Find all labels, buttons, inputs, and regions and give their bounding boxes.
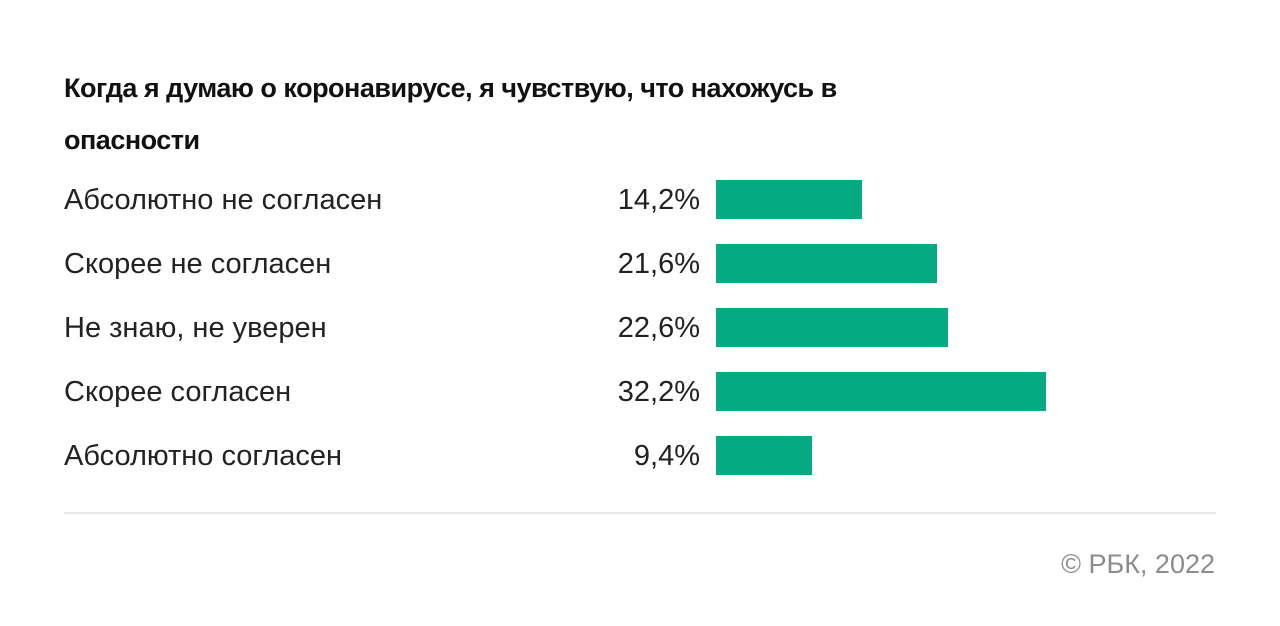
bar (716, 308, 948, 347)
bar-row: Не знаю, не уверен 22,6% (0, 308, 1280, 348)
category-label: Скорее согласен (64, 376, 292, 408)
category-label: Скорее не согласен (64, 248, 332, 280)
bar-row: Абсолютно согласен 9,4% (0, 436, 1280, 476)
value-label: 21,6% (617, 248, 700, 280)
chart-title: Когда я думаю о коронавирусе, я чувствую… (64, 73, 837, 155)
value-label: 22,6% (617, 312, 700, 344)
category-label: Абсолютно не согласен (64, 184, 383, 216)
value-label: 9,4% (633, 440, 700, 472)
category-label: Не знаю, не уверен (64, 312, 327, 344)
bar (716, 436, 812, 475)
value-label: 32,2% (617, 376, 700, 408)
divider (64, 512, 1216, 514)
bar (716, 244, 937, 283)
bar-row: Скорее не согласен 21,6% (0, 244, 1280, 284)
value-label: 14,2% (617, 184, 700, 216)
bar (716, 372, 1046, 411)
bar-row: Скорее согласен 32,2% (0, 372, 1280, 412)
category-label: Абсолютно согласен (64, 440, 343, 472)
bar-row: Абсолютно не согласен 14,2% (0, 180, 1280, 220)
source-credit: © РБК, 2022 (1061, 549, 1215, 579)
bar (716, 180, 862, 219)
